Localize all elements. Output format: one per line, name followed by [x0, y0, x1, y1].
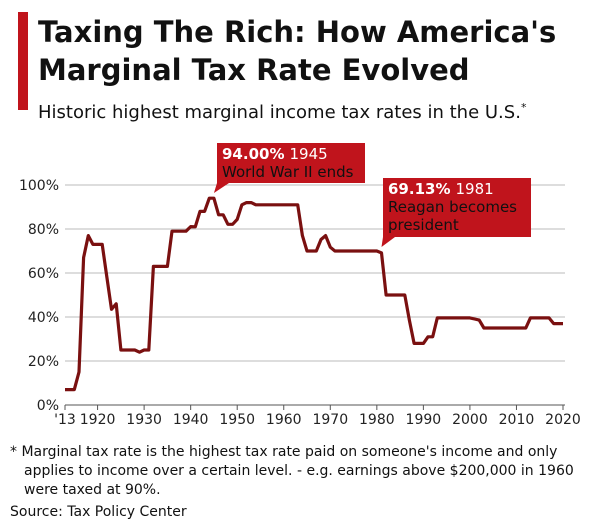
chart-subtitle: Historic highest marginal income tax rat…: [38, 101, 527, 123]
chart-title: Marginal Tax Rate Evolved: [38, 53, 470, 87]
y-tick-label: 40%: [28, 310, 59, 326]
annotation-text: World War II ends: [222, 163, 354, 181]
annotation-year: 1945: [289, 145, 327, 163]
x-tick-label: 2000: [452, 412, 488, 428]
subtitle-mark: *: [521, 101, 527, 114]
annotation-value: 94.00%: [222, 145, 284, 163]
footnote: * Marginal tax rate is the highest tax r…: [10, 444, 557, 460]
annotation-box: [381, 178, 531, 247]
footnote: applies to income over a certain level. …: [24, 463, 574, 479]
annotation-year: 1981: [455, 180, 493, 198]
plot: 0% 20% 40% 60% 80% 100% '13 1920 1930 1940 1950 196…: [19, 143, 581, 428]
y-tick-label: 60%: [28, 266, 59, 282]
annotation-text: president: [388, 216, 459, 234]
x-tick-label: 1970: [312, 412, 348, 428]
x-tick-label: 1920: [80, 412, 116, 428]
x-tick-label: 1960: [266, 412, 302, 428]
y-tick-label: 80%: [28, 222, 59, 238]
annotation-head: 69.13% 1981: [388, 180, 494, 198]
footnote: were taxed at 90%.: [24, 482, 161, 498]
annotation-box: [213, 143, 365, 193]
title-accent: [18, 12, 28, 110]
source: Source: Tax Policy Center: [10, 504, 187, 520]
x-tick-label: 2020: [545, 412, 581, 428]
annotation-head: 94.00% 1945: [222, 145, 328, 163]
x-tick-label: 1950: [219, 412, 255, 428]
x-tick-label: 2010: [499, 412, 535, 428]
x-tick-label: 1940: [173, 412, 209, 428]
y-tick-label: 0%: [37, 398, 59, 414]
annotation-text: Reagan becomes: [388, 198, 517, 216]
x-tick-label: 1930: [126, 412, 162, 428]
y-tick-label: 100%: [19, 178, 59, 194]
subtitle-text: Historic highest marginal income tax rat…: [38, 102, 521, 123]
x-tick-label: '13: [54, 412, 76, 428]
x-tick-label: 1980: [359, 412, 395, 428]
annotation-value: 69.13%: [388, 180, 450, 198]
chart-title: Taxing The Rich: How America's: [38, 15, 556, 49]
x-tick-label: 1990: [406, 412, 442, 428]
y-tick-label: 20%: [28, 354, 59, 370]
data-line: [65, 196, 563, 392]
